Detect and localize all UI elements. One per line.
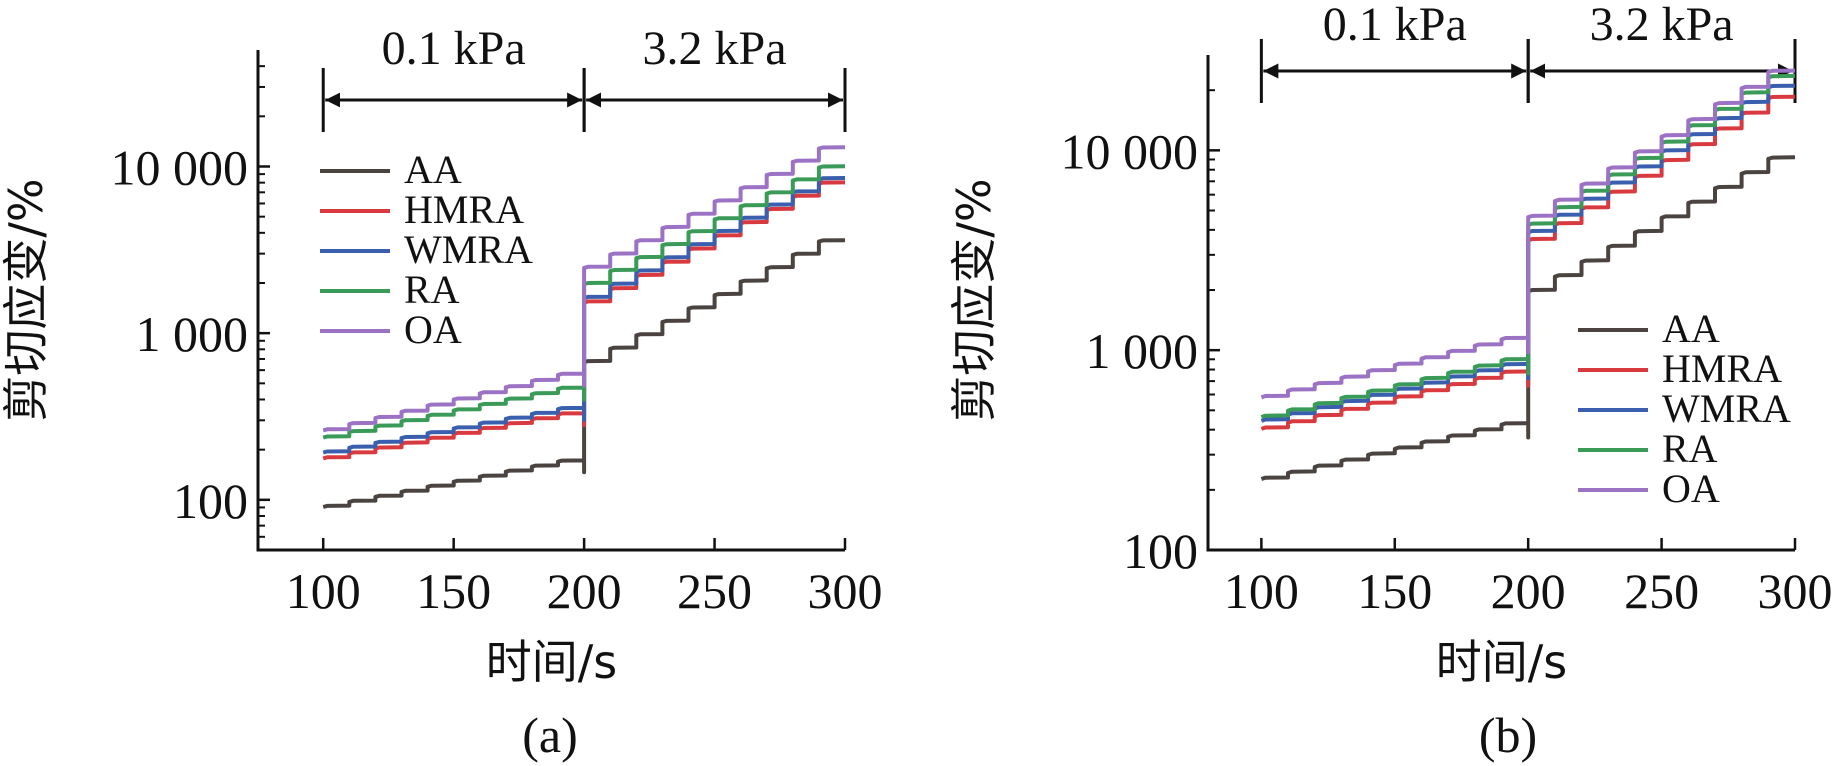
x-tick-label: 300 [808, 563, 883, 619]
series-line-aa [322, 238, 846, 509]
x-tick-label: 300 [1758, 563, 1833, 619]
legend-label-hmra: HMRA [1662, 346, 1782, 391]
series-line-oa [322, 145, 846, 433]
y-axis-title: 剪切应变/% [947, 178, 1001, 421]
legend-label-aa: AA [404, 147, 462, 192]
annotation-label: 3.2 kPa [643, 22, 787, 75]
panel-label: (b) [1479, 707, 1537, 763]
annotation-label: 0.1 kPa [382, 22, 526, 75]
legend-label-wmra: WMRA [1662, 386, 1791, 431]
y-axis-title: 剪切应变/% [0, 178, 53, 421]
x-axis-title: 时间/s [1436, 635, 1567, 689]
y-tick-label: 10 000 [1061, 123, 1199, 179]
chart-panel-b: 100 150 200 250 300 100 1 000 10 000 时间/s 剪切应变/% (… [947, 0, 1833, 763]
legend-label-ra: RA [404, 267, 460, 312]
x-tick-label: 200 [1491, 563, 1566, 619]
y-tick-label: 100 [173, 473, 248, 529]
legend-label-wmra: WMRA [404, 227, 533, 272]
legend-label-oa: OA [1662, 466, 1720, 511]
x-tick-label: 250 [677, 563, 752, 619]
series-line-hmra [322, 180, 846, 461]
panel-label: (a) [522, 707, 578, 763]
chart-panel-a: 100 150 200 250 300 100 1 000 10 000 时间/s 剪切应变/% (… [0, 22, 883, 763]
series-line-aa [1260, 155, 1796, 481]
legend-label-oa: OA [404, 307, 462, 352]
y-tick-label: 100 [1123, 523, 1198, 579]
x-axis-title: 时间/s [486, 635, 617, 689]
x-tick-label: 250 [1624, 563, 1699, 619]
y-tick-label: 1 000 [136, 306, 249, 362]
x-tick-label: 100 [286, 563, 361, 619]
series-line-wmra [1260, 83, 1796, 423]
series-line-ra [1260, 73, 1796, 419]
x-tick-label: 150 [416, 563, 491, 619]
y-tick-label: 1 000 [1086, 323, 1199, 379]
y-tick-label: 10 000 [111, 139, 249, 195]
series-line-wmra [322, 176, 846, 455]
annotation-label: 0.1 kPa [1323, 0, 1467, 51]
x-tick-label: 100 [1224, 563, 1299, 619]
legend-label-aa: AA [1662, 306, 1720, 351]
series-line-hmra [1260, 94, 1796, 431]
series-line-ra [322, 164, 846, 440]
x-tick-label: 200 [547, 563, 622, 619]
legend-label-ra: RA [1662, 426, 1718, 471]
series-line-oa [1260, 68, 1796, 400]
x-tick-label: 150 [1357, 563, 1432, 619]
legend-label-hmra: HMRA [404, 187, 524, 232]
annotation-label: 3.2 kPa [1590, 0, 1734, 51]
